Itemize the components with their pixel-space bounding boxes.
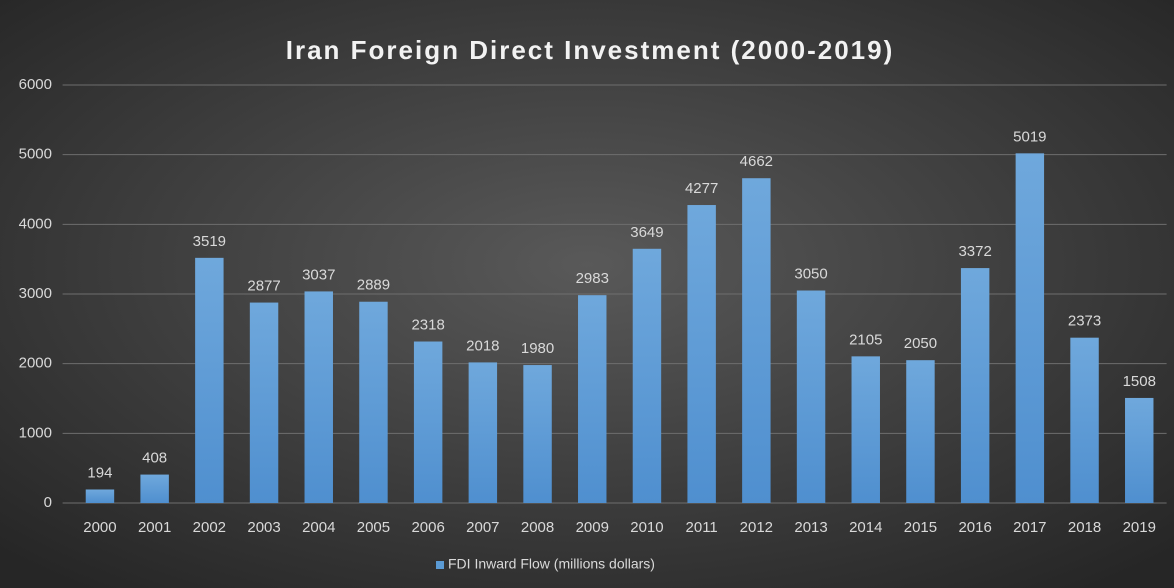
legend-swatch [436, 561, 444, 569]
x-tick-label: 2007 [466, 519, 499, 536]
x-tick-label: 2004 [302, 519, 335, 536]
data-label: 1508 [1123, 373, 1156, 390]
x-tick-label: 2003 [247, 519, 280, 536]
bar [359, 301, 388, 503]
legend-label: FDI Inward Flow (millions dollars) [448, 556, 655, 572]
x-tick-label: 2017 [1013, 519, 1046, 536]
data-label: 408 [142, 450, 167, 467]
x-tick-label: 2014 [849, 519, 882, 536]
data-label: 5019 [1013, 128, 1046, 145]
bar [960, 268, 990, 503]
bar [851, 356, 880, 503]
bar [468, 362, 498, 503]
bar [1070, 337, 1099, 503]
bar [140, 474, 169, 503]
data-label: 4277 [685, 180, 718, 197]
data-label: 2018 [466, 337, 499, 354]
x-tick-label: 2002 [193, 519, 226, 536]
y-tick-label: 2000 [19, 355, 52, 372]
x-tick-label: 2012 [740, 519, 773, 536]
data-label: 2318 [411, 316, 444, 333]
x-tick-label: 2000 [83, 519, 116, 536]
bar [523, 365, 552, 503]
x-tick-label: 2006 [411, 519, 444, 536]
bar [796, 290, 826, 503]
data-label: 3519 [193, 233, 226, 250]
bar [249, 302, 279, 503]
bar [742, 178, 771, 504]
data-label: 2050 [904, 335, 937, 352]
chart-title: Iran Foreign Direct Investment (2000-201… [286, 35, 895, 65]
bar [304, 291, 333, 503]
data-label: 2373 [1068, 313, 1101, 330]
data-label: 2105 [849, 331, 882, 348]
data-label: 1980 [521, 340, 554, 357]
x-tick-label: 2019 [1123, 519, 1156, 536]
x-tick-label: 2010 [630, 519, 663, 536]
x-tick-label: 2018 [1068, 519, 1101, 536]
data-label: 3649 [630, 224, 663, 241]
data-label: 2983 [576, 270, 609, 287]
x-tick-label: 2015 [904, 519, 937, 536]
y-tick-label: 3000 [19, 285, 52, 302]
x-tick-label: 2001 [138, 519, 171, 536]
y-tick-label: 5000 [19, 146, 52, 163]
bar [1015, 153, 1045, 503]
bar [687, 205, 716, 504]
bar [1125, 397, 1154, 503]
data-label: 194 [87, 464, 112, 481]
bar [578, 295, 607, 503]
bar [906, 360, 935, 503]
x-tick-label: 2009 [576, 519, 609, 536]
y-tick-label: 4000 [19, 215, 52, 232]
data-label: 2877 [247, 278, 280, 295]
x-tick-label: 2016 [958, 519, 991, 536]
data-label: 3050 [794, 265, 827, 282]
y-tick-label: 0 [44, 494, 52, 511]
bar [85, 489, 115, 503]
x-tick-label: 2008 [521, 519, 554, 536]
data-label: 2889 [357, 277, 390, 294]
data-label: 3037 [302, 266, 335, 283]
data-label: 3372 [958, 243, 991, 260]
x-tick-label: 2011 [686, 519, 718, 536]
x-tick-label: 2005 [357, 519, 390, 536]
y-tick-label: 6000 [19, 76, 52, 93]
bar [195, 257, 224, 503]
bar [413, 341, 443, 503]
bar [632, 248, 662, 503]
y-tick-label: 1000 [19, 424, 52, 441]
data-label: 4662 [740, 153, 773, 170]
x-tick-label: 2013 [794, 519, 827, 536]
